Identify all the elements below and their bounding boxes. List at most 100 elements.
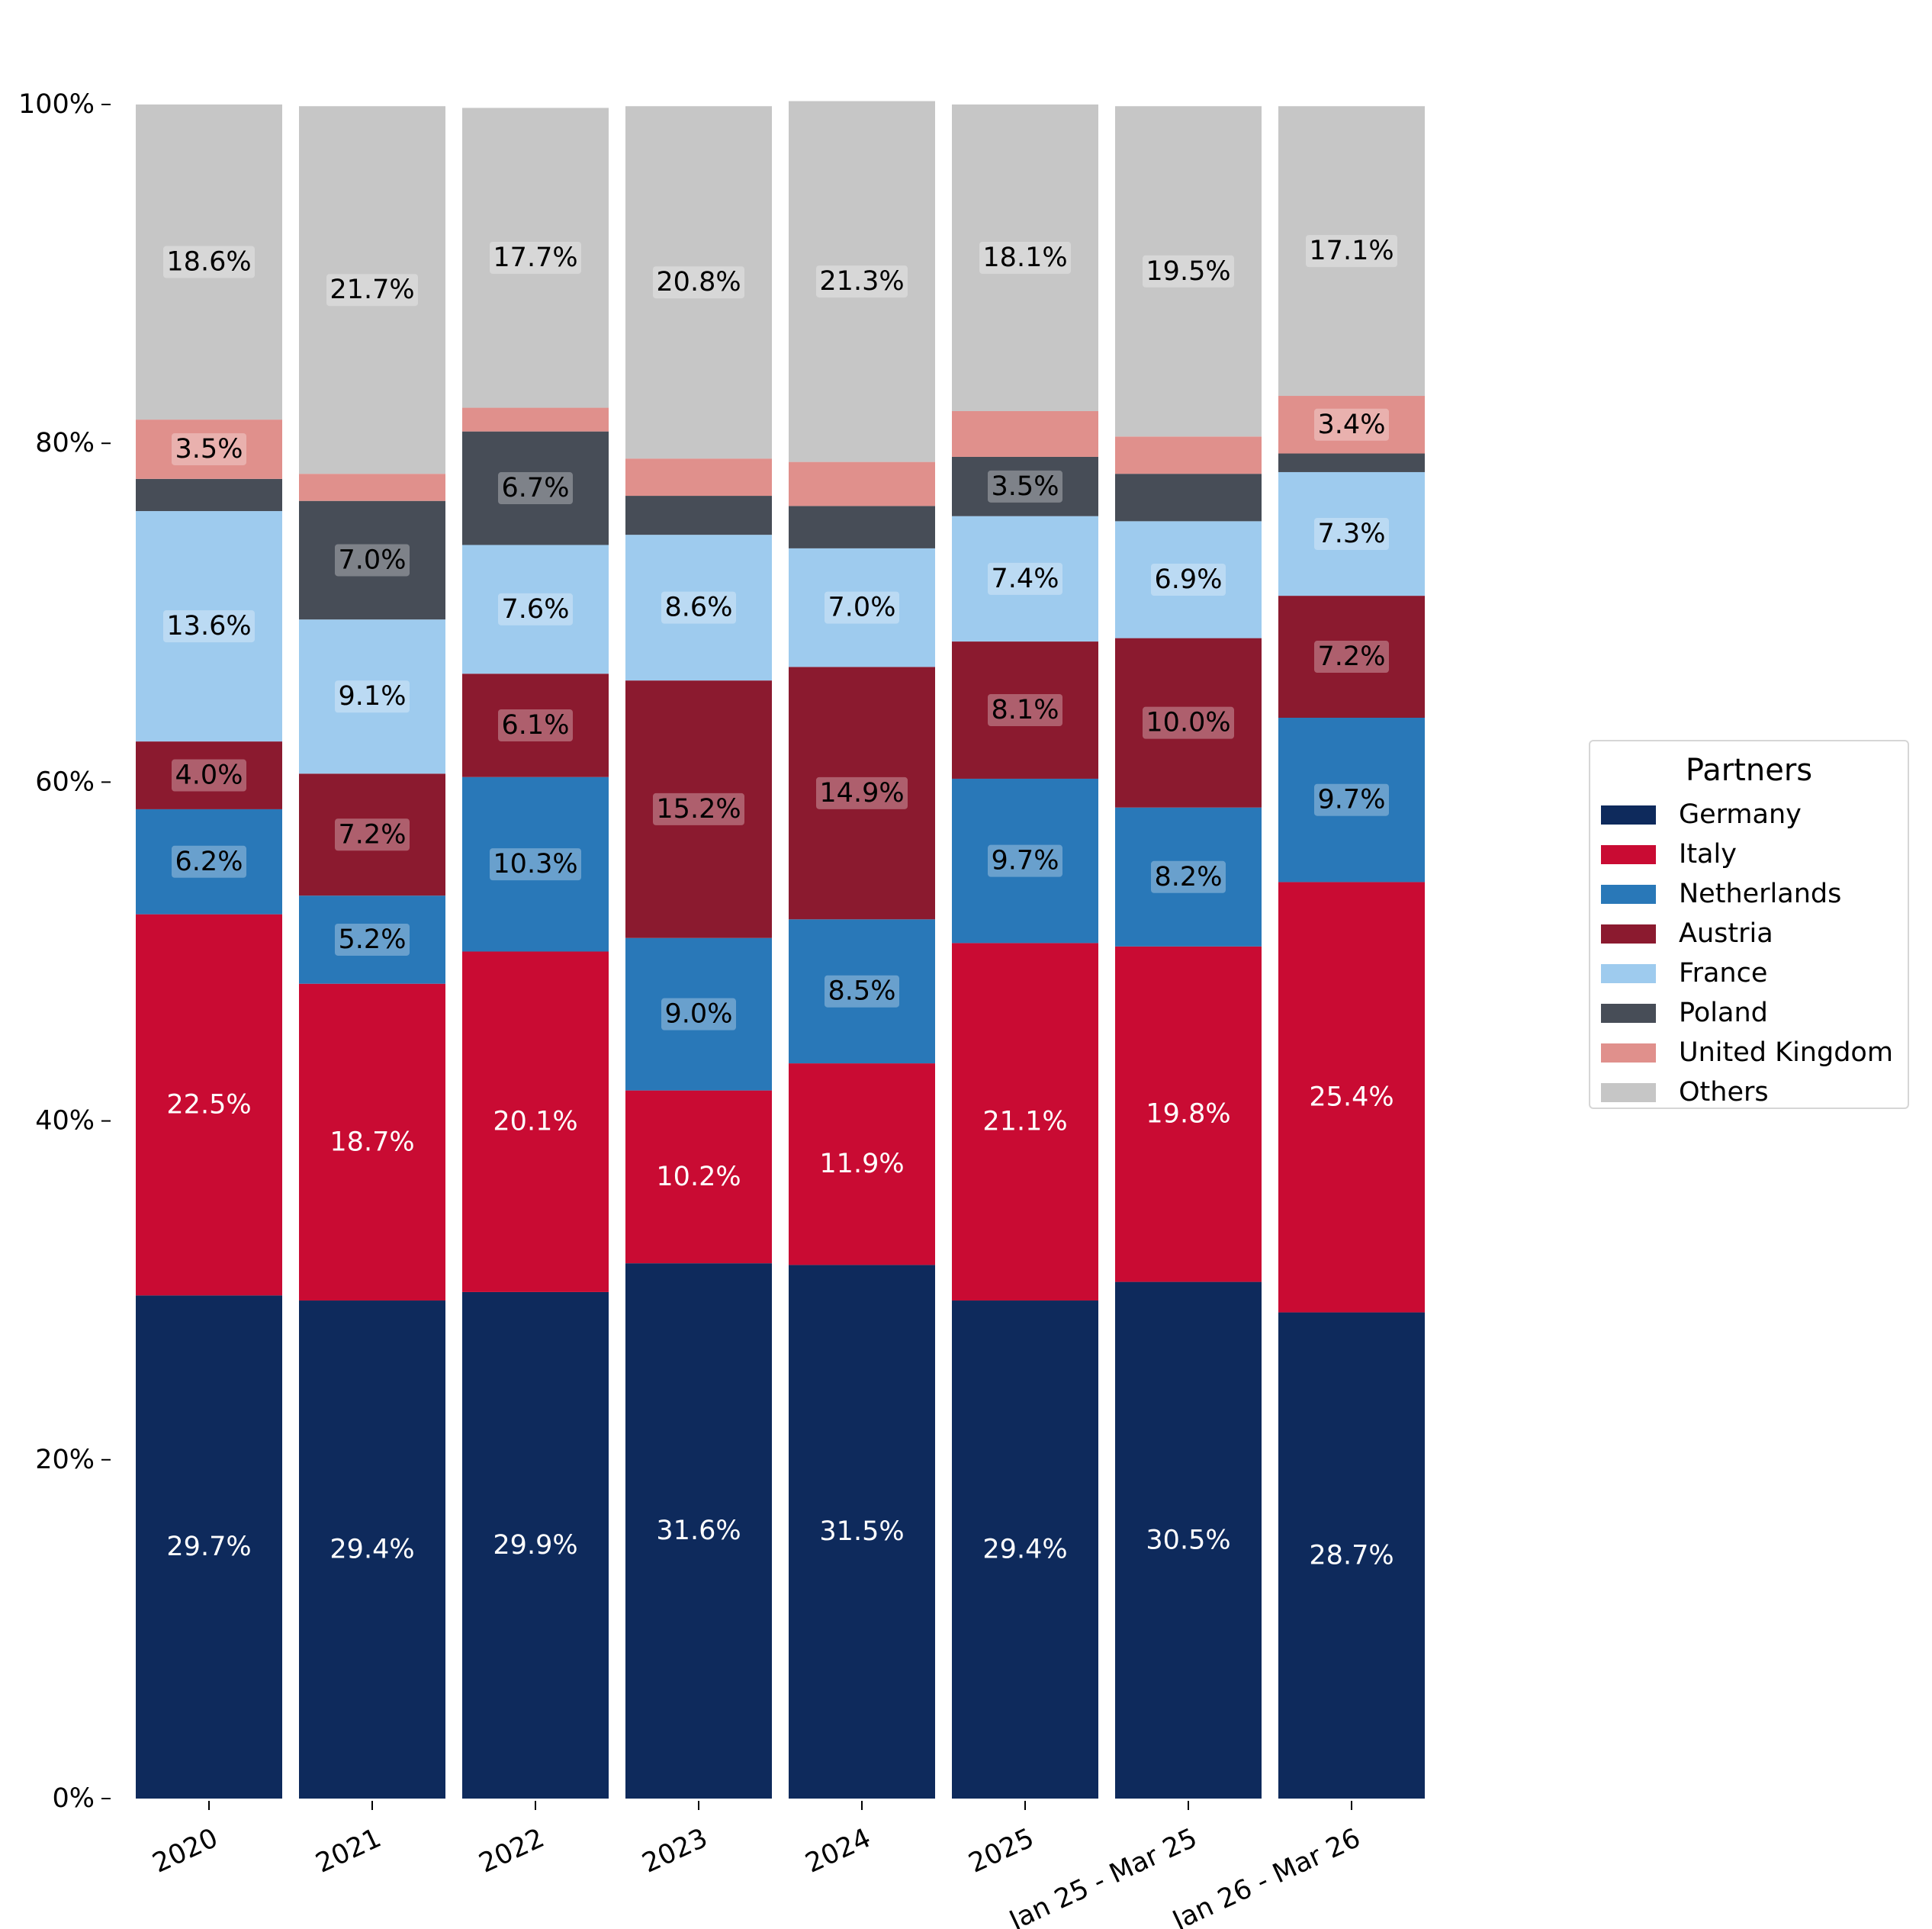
data-label-bg <box>335 544 410 577</box>
data-label-bg <box>498 593 573 625</box>
data-label-poland-2022: 6.7% <box>502 473 570 503</box>
bar-segment-united-kingdom-jan-25-mar-25 <box>1115 436 1262 474</box>
bar-segment-france-2022 <box>462 545 609 674</box>
legend-label: United Kingdom <box>1679 1037 1893 1068</box>
bar-segment-france-2025 <box>952 516 1098 642</box>
y-tick-label-2: 40% <box>35 1106 95 1137</box>
bar-segment-others-jan-26-mar-26 <box>1278 106 1425 397</box>
data-label-bg <box>661 998 736 1030</box>
bar-segment-others-2023 <box>625 106 772 459</box>
data-label-others-2021: 21.7% <box>330 275 414 305</box>
bar-segment-united-kingdom-2023 <box>625 458 772 497</box>
bar-segment-united-kingdom-jan-26-mar-26 <box>1278 396 1425 454</box>
legend-item-austria: Austria <box>1590 914 1908 953</box>
bar-segment-netherlands-2022 <box>462 776 609 952</box>
data-label-others-2025: 18.1% <box>982 243 1067 273</box>
data-label-france-2022: 7.6% <box>502 594 570 625</box>
data-label-bg <box>1143 255 1234 288</box>
legend-label: Austria <box>1679 918 1773 949</box>
legend-swatch <box>1601 963 1656 983</box>
data-label-bg <box>163 246 255 278</box>
data-label-bg <box>1314 783 1389 816</box>
bar-segment-netherlands-2025 <box>952 778 1098 944</box>
bar-segment-poland-2024 <box>789 506 935 548</box>
bar-segment-france-2024 <box>789 548 935 667</box>
bar-segment-france-2021 <box>299 619 445 774</box>
data-label-germany-2024: 31.5% <box>819 1516 904 1547</box>
legend-swatch <box>1601 1082 1656 1102</box>
legend-swatch <box>1601 884 1656 904</box>
data-label-poland-2025: 3.5% <box>992 471 1059 502</box>
bar-segment-united-kingdom-2025 <box>952 411 1098 457</box>
data-label-netherlands-jan-26-mar-26: 9.7% <box>1318 785 1386 815</box>
data-label-netherlands-2022: 10.3% <box>493 849 577 879</box>
legend-swatch <box>1601 844 1656 864</box>
data-label-bg <box>172 845 246 878</box>
bar-segment-austria-2022 <box>462 674 609 777</box>
data-label-poland-2021: 7.0% <box>339 545 407 575</box>
data-label-france-2020: 13.6% <box>166 611 251 641</box>
data-label-france-2021: 9.1% <box>339 681 407 712</box>
x-tick-label-2025: 2025 <box>964 1823 1039 1879</box>
data-label-italy-2022: 20.1% <box>493 1107 577 1137</box>
bar-segment-austria-2023 <box>625 680 772 938</box>
data-label-france-jan-26-mar-26: 7.3% <box>1318 519 1386 549</box>
bar-segment-others-jan-25-mar-25 <box>1115 106 1262 437</box>
bar-segment-netherlands-2021 <box>299 895 445 984</box>
data-label-italy-2020: 22.5% <box>166 1090 251 1120</box>
y-tick-label-5: 100% <box>18 89 95 120</box>
bar-segment-germany-jan-26-mar-26 <box>1278 1312 1425 1799</box>
bar-segment-italy-jan-25-mar-25 <box>1115 946 1262 1282</box>
bar-segment-others-2025 <box>952 104 1098 412</box>
data-label-others-2022: 17.7% <box>493 243 577 273</box>
data-label-others-2020: 18.6% <box>166 247 251 278</box>
data-label-bg <box>979 242 1071 275</box>
bar-segment-poland-2020 <box>136 478 282 512</box>
data-label-austria-2025: 8.1% <box>992 695 1059 725</box>
data-label-austria-2020: 4.0% <box>175 760 243 791</box>
data-label-germany-jan-26-mar-26: 28.7% <box>1309 1540 1394 1571</box>
data-label-bg <box>335 923 410 956</box>
bar-segment-netherlands-2023 <box>625 937 772 1091</box>
bar-segment-germany-jan-25-mar-25 <box>1115 1281 1262 1799</box>
data-label-bg <box>498 709 573 741</box>
bar-segment-italy-2020 <box>136 914 282 1296</box>
data-label-bg <box>1314 518 1389 551</box>
bar-segment-italy-2021 <box>299 983 445 1301</box>
bar-segment-italy-2023 <box>625 1090 772 1264</box>
y-tick-label-0: 0% <box>52 1783 95 1814</box>
data-label-others-2024: 21.3% <box>819 266 904 297</box>
data-label-bg <box>988 844 1062 877</box>
bar-segment-united-kingdom-2021 <box>299 474 445 501</box>
data-label-italy-2025: 21.1% <box>982 1107 1067 1137</box>
data-label-austria-2022: 6.1% <box>502 710 570 741</box>
legend-item-others: Others <box>1590 1072 1908 1112</box>
bar-segment-netherlands-2020 <box>136 809 282 915</box>
legend-label: Poland <box>1679 998 1768 1028</box>
y-axis: 0% 20% 40% 60% 80% 100% <box>18 89 111 1814</box>
bar-segment-netherlands-jan-26-mar-26 <box>1278 718 1425 883</box>
data-label-bg <box>988 694 1062 727</box>
bar-segment-germany-2025 <box>952 1300 1098 1799</box>
data-label-bg <box>653 266 744 299</box>
data-label-bg <box>1151 860 1226 893</box>
bar-segment-germany-2022 <box>462 1291 609 1799</box>
bar-segment-italy-2024 <box>789 1063 935 1265</box>
bar-segment-netherlands-2024 <box>789 919 935 1064</box>
y-tick-label-3: 60% <box>35 767 95 797</box>
data-label-bg <box>490 848 581 881</box>
bar-segment-germany-2023 <box>625 1263 772 1799</box>
legend-label: Netherlands <box>1679 879 1842 909</box>
data-label-united-kingdom-2020: 3.5% <box>175 434 243 465</box>
data-label-netherlands-2025: 9.7% <box>992 846 1059 876</box>
data-label-others-jan-26-mar-26: 17.1% <box>1309 236 1394 266</box>
bar-segment-poland-jan-26-mar-26 <box>1278 453 1425 472</box>
bar-segment-others-2021 <box>299 106 445 474</box>
legend-item-poland: Poland <box>1590 993 1908 1033</box>
data-label-united-kingdom-jan-26-mar-26: 3.4% <box>1318 410 1386 440</box>
legend-label: Germany <box>1679 799 1802 830</box>
data-label-bg <box>172 432 246 465</box>
data-label-bg <box>163 610 255 643</box>
data-label-bg <box>1143 706 1234 739</box>
